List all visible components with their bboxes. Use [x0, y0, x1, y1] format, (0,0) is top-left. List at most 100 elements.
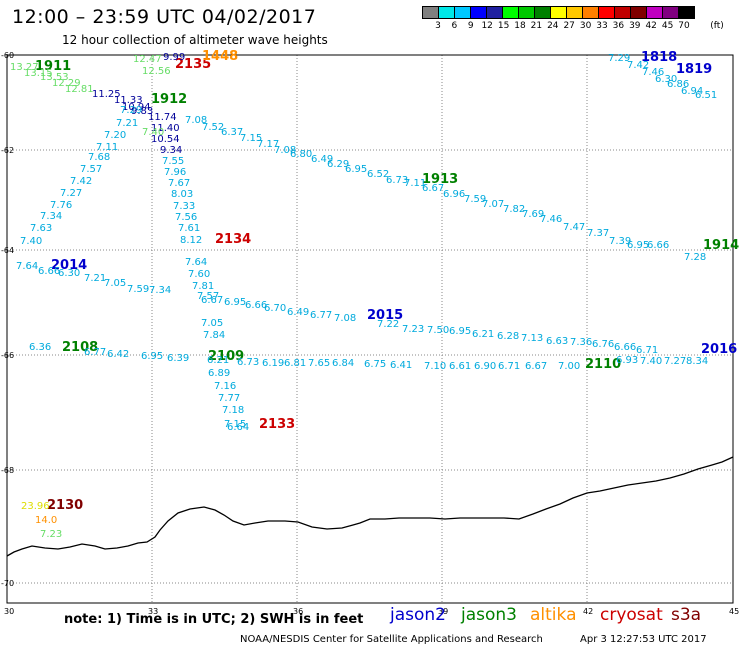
pass-time-label: 2014	[51, 258, 87, 273]
wave-height-label: 6.30	[655, 74, 677, 85]
longitude-label: 33	[148, 607, 158, 616]
wave-height-label: 6.61	[449, 361, 471, 372]
wave-height-label: 13.27	[10, 62, 39, 73]
pass-time-label: 2133	[259, 417, 295, 432]
wave-height-label: 7.08	[274, 145, 296, 156]
wave-height-label: 6.41	[390, 360, 412, 371]
wave-height-label: 7.40	[142, 127, 164, 138]
wave-height-label: 6.21	[472, 329, 494, 340]
wave-height-label: 6.80	[290, 149, 312, 160]
wave-height-label: 6.95	[224, 297, 246, 308]
legend-s3a: s3a	[671, 605, 702, 625]
wave-height-label: 7.39	[609, 236, 631, 247]
wave-height-label: 6.77	[84, 347, 106, 358]
wave-height-label: 6.64	[227, 422, 249, 433]
colorbar-label: 9	[467, 21, 474, 31]
coastline	[6, 456, 734, 557]
colorbar-label: 15	[497, 21, 510, 31]
latitude-label: -70	[1, 579, 14, 588]
wave-height-label: 7.64	[185, 257, 207, 268]
wave-height-label: 6.28	[497, 331, 519, 342]
wave-height-label: 14.0	[35, 515, 57, 526]
wave-height-label: 9.99	[163, 52, 185, 63]
longitude-label: 30	[4, 607, 14, 616]
wave-height-label: 6.94	[681, 86, 703, 97]
longitude-label: 42	[583, 607, 593, 616]
wave-height-label: 7.20	[104, 130, 126, 141]
longitude-label: 36	[293, 607, 303, 616]
colorbar-label: 30	[579, 21, 592, 31]
wave-height-label: 7.69	[522, 209, 544, 220]
colorbar-label: 3	[435, 21, 441, 31]
wave-height-label: 6.73	[386, 175, 408, 186]
wave-height-label: 7.13	[521, 333, 543, 344]
footer-note: note: 1) Time is in UTC; 2) SWH is in fe…	[64, 612, 364, 627]
longitude-label: 39	[438, 607, 448, 616]
wave-height-label: 7.84	[203, 330, 225, 341]
wave-height-label: 7.46	[540, 214, 562, 225]
wave-height-label: 7.42	[627, 60, 649, 71]
wave-height-label: 6.63	[546, 336, 568, 347]
wave-height-label: 7.55	[162, 156, 184, 167]
wave-height-label: 7.40	[20, 236, 42, 247]
wave-height-label: 6.95	[141, 351, 163, 362]
wave-height-label: 7.40	[640, 356, 662, 367]
colorbar	[422, 6, 695, 19]
wave-height-label: 11.25	[92, 89, 121, 100]
wave-height-label: 10.94	[122, 102, 151, 113]
wave-height-label: 7.23	[40, 529, 62, 540]
wave-height-label: 11.33	[114, 95, 143, 106]
pass-time-label: 1818	[641, 50, 677, 65]
pass-time-label: 2130	[47, 498, 83, 513]
colorbar-label: 27	[563, 21, 575, 31]
wave-height-label: 7.60	[188, 269, 210, 280]
wave-height-label: 6.66	[38, 266, 60, 277]
latitude-label: -66	[1, 351, 14, 360]
wave-height-label: 7.56	[175, 212, 197, 223]
wave-height-label: 7.34	[149, 285, 171, 296]
wave-height-label: 6.90	[474, 361, 496, 372]
wave-height-label: 7.16	[214, 381, 236, 392]
wave-height-label: 7.10	[424, 361, 446, 372]
colorbar-label: 42	[645, 21, 657, 31]
wave-height-label: 9.34	[160, 145, 182, 156]
latitude-label: -68	[1, 466, 14, 475]
wave-height-label: 7.76	[50, 200, 72, 211]
wave-height-label: 6.95	[449, 326, 471, 337]
pass-time-label: 2110	[585, 357, 621, 372]
wave-height-label: 7.67	[168, 178, 190, 189]
page-subtitle: 12 hour collection of altimeter wave hei…	[62, 33, 328, 47]
wave-height-label: 6.39	[167, 353, 189, 364]
colorbar-label: 21	[530, 21, 543, 31]
map-frame	[6, 54, 734, 604]
wave-height-label: 7.27	[60, 188, 82, 199]
wave-height-label: 7.37	[587, 228, 609, 239]
wave-height-label: 6.21	[207, 355, 229, 366]
wave-height-label: 7.05	[104, 278, 126, 289]
wave-height-label: 6.89	[208, 368, 230, 379]
wave-height-label: 6.71	[498, 361, 520, 372]
wave-height-label: 7.18	[222, 405, 244, 416]
wave-height-label: 6.66	[614, 342, 636, 353]
wave-height-label: 8.03	[171, 189, 193, 200]
pass-time-label: 1448	[202, 49, 238, 64]
wave-height-label: 6.84	[332, 358, 354, 369]
wave-height-label: 7.22	[377, 319, 399, 330]
wave-height-label: 6.66	[647, 240, 669, 251]
colorbar-label: 12	[481, 21, 493, 31]
wave-height-label: 7.64	[16, 261, 38, 272]
wave-height-label: 7.61	[178, 223, 200, 234]
wave-height-label: 6.76	[592, 339, 614, 350]
wave-height-label: 7.34	[40, 211, 62, 222]
wave-height-label: 7.57	[197, 291, 219, 302]
wave-height-label: 6.75	[364, 359, 386, 370]
wave-height-label: 6.42	[107, 349, 129, 360]
wave-height-label: 6.71	[636, 345, 658, 356]
wave-height-label: 6.51	[695, 90, 717, 101]
pass-time-label: 2015	[367, 308, 403, 323]
wave-height-label: 6.49	[287, 307, 309, 318]
colorbar-label: 36	[612, 21, 625, 31]
wave-height-label: 12.47	[133, 54, 162, 65]
wave-height-label: 6.95	[627, 240, 649, 251]
